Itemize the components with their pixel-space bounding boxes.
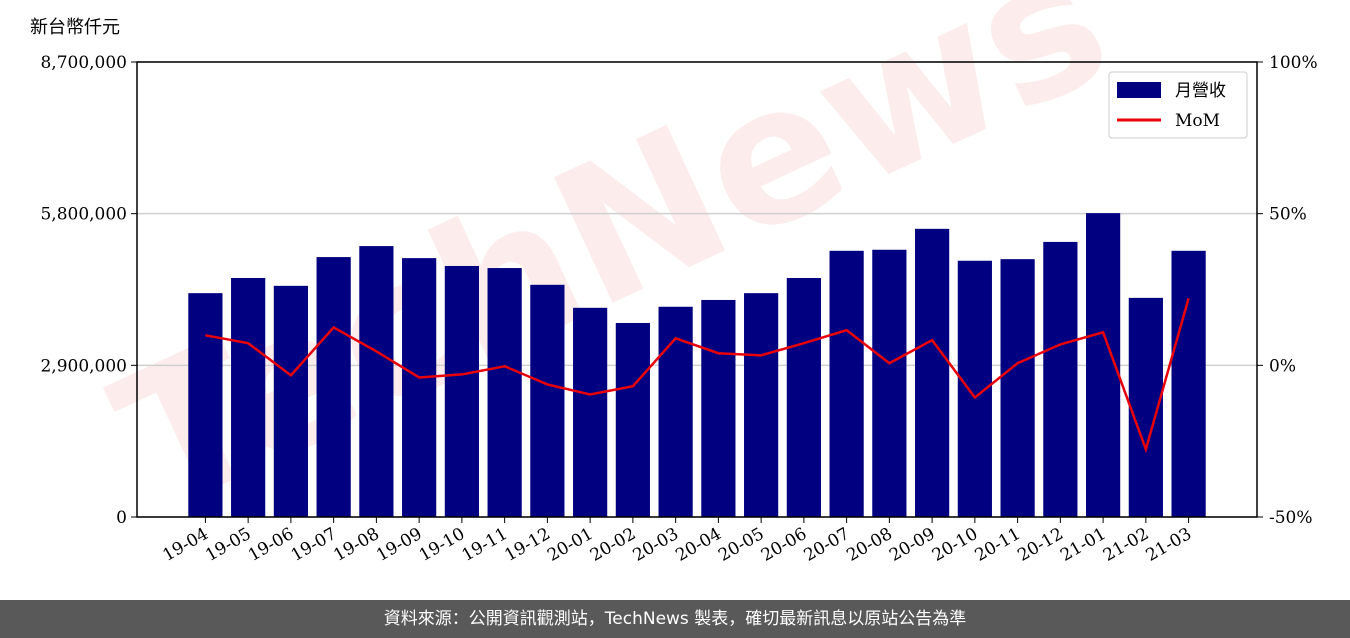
bar bbox=[273, 285, 308, 517]
bar bbox=[915, 228, 950, 518]
x-tick-label: 19-12 bbox=[501, 524, 553, 566]
bar bbox=[1043, 241, 1078, 517]
bar bbox=[530, 284, 565, 517]
bar bbox=[188, 293, 223, 517]
x-tick-label: 20-08 bbox=[843, 524, 895, 566]
x-tick-label: 19-08 bbox=[330, 524, 382, 566]
footer: 資料來源：公開資訊觀測站，TechNews 製表，確切最新訊息以原站公告為準 bbox=[0, 600, 1350, 638]
mom-line bbox=[205, 297, 1190, 454]
x-tick-label: 20-11 bbox=[972, 524, 1024, 566]
x-tick-label: 19-06 bbox=[245, 524, 297, 566]
x-tick-label: 21-02 bbox=[1100, 524, 1152, 566]
x-tick-label: 21-03 bbox=[1143, 524, 1195, 566]
legend-swatch bbox=[1117, 82, 1161, 98]
y2-tick-label: 0% bbox=[1269, 356, 1296, 376]
x-tick-label: 19-07 bbox=[288, 524, 340, 566]
y2-tick-label: -50% bbox=[1269, 508, 1313, 528]
bar bbox=[402, 258, 437, 517]
bar bbox=[444, 265, 479, 517]
bar bbox=[872, 249, 907, 517]
x-tick-label: 20-12 bbox=[1014, 524, 1066, 566]
bar bbox=[316, 257, 351, 517]
x-tick-label: 19-09 bbox=[373, 524, 425, 566]
legend-label: MoM bbox=[1175, 111, 1220, 131]
y-tick-label: 5,800,000 bbox=[40, 205, 127, 225]
y-axis-label: 新台幣仟元 bbox=[30, 17, 120, 38]
legend-label: 月營收 bbox=[1175, 81, 1226, 101]
x-tick-label: 20-03 bbox=[630, 524, 682, 566]
bar bbox=[701, 299, 736, 517]
y2-tick-label: 100% bbox=[1269, 53, 1318, 73]
x-tick-label: 19-10 bbox=[416, 524, 468, 566]
x-tick-label: 21-01 bbox=[1057, 524, 1109, 566]
y-tick-label: 0 bbox=[116, 508, 127, 528]
chart: TechNews 新台幣仟元 02,900,0005,800,0008,700,… bbox=[30, 0, 1318, 566]
bar bbox=[359, 246, 394, 517]
bar bbox=[615, 322, 650, 517]
y-tick-label: 8,700,000 bbox=[40, 53, 127, 73]
x-tick-label: 20-10 bbox=[929, 524, 981, 566]
x-tick-label: 20-04 bbox=[672, 524, 724, 566]
bar bbox=[786, 277, 821, 517]
x-tick-label: 20-05 bbox=[715, 524, 767, 566]
x-tick-label: 20-09 bbox=[886, 524, 938, 566]
x-tick-label: 20-07 bbox=[801, 524, 853, 566]
x-tick-label: 20-02 bbox=[587, 524, 639, 566]
bar bbox=[744, 293, 779, 517]
bar bbox=[573, 307, 608, 517]
plot-frame bbox=[136, 61, 1258, 518]
x-tick-label: 19-11 bbox=[459, 524, 511, 566]
x-tick-label: 20-06 bbox=[758, 524, 810, 566]
bar bbox=[487, 268, 522, 517]
bar bbox=[231, 277, 266, 517]
bar bbox=[1000, 259, 1035, 517]
y2-tick-label: 50% bbox=[1269, 205, 1307, 225]
y-tick-label: 2,900,000 bbox=[40, 356, 127, 376]
x-tick-label: 20-01 bbox=[544, 524, 596, 566]
bar bbox=[1171, 250, 1206, 518]
bar bbox=[829, 250, 864, 518]
